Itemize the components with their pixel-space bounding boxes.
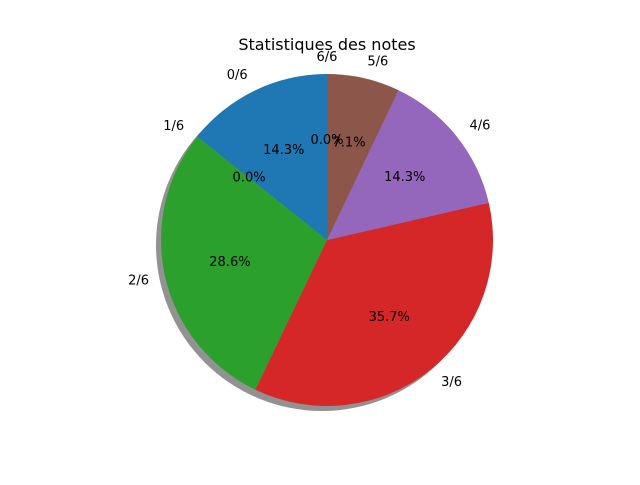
pie-slice-5-6 (327, 74, 399, 240)
percent-label-5-6: 7.1% (333, 135, 366, 150)
pie-slice-4-6 (327, 90, 489, 241)
pie-slice-3-6 (255, 202, 493, 406)
percent-label-2-6: 28.6% (209, 255, 250, 270)
slice-label-6-6: 6/6 (317, 50, 338, 65)
pie-percent-labels: 14.3%0.0%28.6%35.7%14.3%7.1%0.0% (209, 133, 425, 325)
slice-label-5-6: 5/6 (367, 54, 388, 69)
pie-slice-labels: 0/6 1/6 2/6 3/6 4/6 5/6 6/6 (128, 50, 490, 390)
percent-label-1-6: 0.0% (233, 170, 266, 185)
slice-label-2-6: 2/6 (128, 273, 149, 288)
slice-label-0-6: 0/6 (227, 68, 248, 83)
slice-label-1-6: 1/6 (163, 119, 184, 134)
pie-slice-2-6 (161, 136, 327, 390)
percent-label-0-6: 14.3% (263, 143, 304, 158)
chart-title: Statistiques des notes (238, 35, 415, 54)
percent-label-4-6: 14.3% (384, 170, 425, 185)
slice-label-3-6: 3/6 (441, 375, 462, 390)
percent-label-3-6: 35.7% (369, 310, 410, 325)
slice-label-4-6: 4/6 (470, 118, 491, 133)
pie-slices (161, 74, 493, 406)
pie-slice-0-6 (197, 74, 327, 240)
percent-label-6-6: 0.0% (310, 133, 343, 148)
